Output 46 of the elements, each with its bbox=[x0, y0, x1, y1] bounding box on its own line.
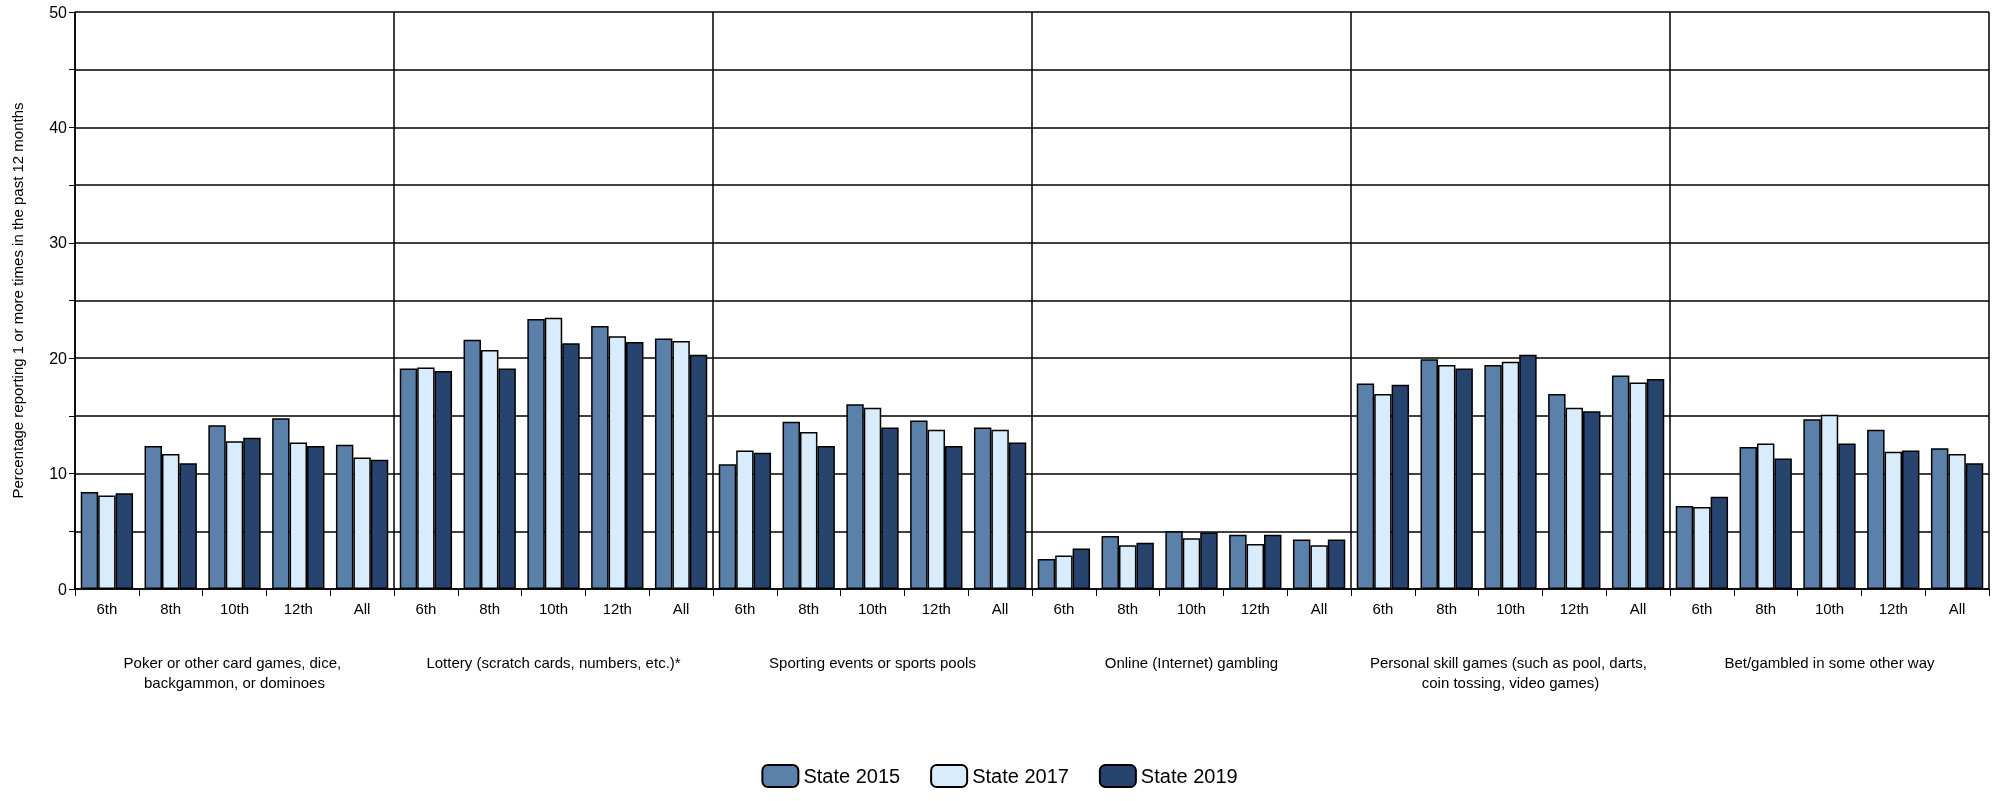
y-tick-label: 50 bbox=[49, 3, 68, 21]
x-tick-label: 12th bbox=[1878, 600, 1908, 617]
x-tick-label: 10th bbox=[857, 600, 888, 617]
x-tick-label: 6th bbox=[1691, 600, 1713, 617]
x-tick-label: 8th bbox=[1755, 600, 1777, 617]
x-tick-label: 8th bbox=[479, 600, 501, 617]
y-axis-title: Percentage reporting 1 or more times in the past 12 months bbox=[9, 102, 26, 499]
x-tick-label: 8th bbox=[1436, 600, 1458, 617]
x-tick-label: All bbox=[353, 600, 371, 617]
legend-label: State 2019 bbox=[1140, 765, 1238, 787]
legend-label: State 2017 bbox=[972, 765, 1069, 787]
y-tick-label: 40 bbox=[49, 118, 68, 136]
x-tick-label: 6th bbox=[96, 600, 118, 617]
x-tick-label: 6th bbox=[1372, 600, 1394, 617]
x-tick-label: 12th bbox=[283, 600, 313, 617]
x-tick-label: All bbox=[991, 600, 1009, 617]
x-tick-label: 10th bbox=[219, 600, 250, 617]
legend-label: State 2015 bbox=[803, 765, 901, 787]
y-tick-label: 0 bbox=[58, 580, 68, 598]
x-tick-label: 10th bbox=[538, 600, 569, 617]
x-tick-label: 10th bbox=[1176, 600, 1207, 617]
x-tick-label: 12th bbox=[602, 600, 632, 617]
text: Bet/gambled in some other way bbox=[1724, 653, 1936, 671]
x-tick-label: 6th bbox=[415, 600, 437, 617]
x-tick-label: All bbox=[1629, 600, 1647, 617]
text: Sporting events or sports pools bbox=[769, 653, 976, 671]
x-tick-label: 8th bbox=[798, 600, 820, 617]
text: Online (Internet) gambling bbox=[1104, 653, 1279, 671]
x-tick-label: 10th bbox=[1814, 600, 1845, 617]
x-tick-label: All bbox=[672, 600, 690, 617]
text: Poker or other card games, dice, backgammon, or dominoes bbox=[123, 653, 346, 691]
x-tick-label: 6th bbox=[1053, 600, 1075, 617]
x-tick-label: 6th bbox=[734, 600, 756, 617]
x-tick-label: 12th bbox=[1240, 600, 1270, 617]
x-tick-label: 10th bbox=[1495, 600, 1526, 617]
x-tick-label: 8th bbox=[160, 600, 182, 617]
text: Lottery (scratch cards, numbers, etc.)* bbox=[426, 653, 681, 671]
text: Personal skill games (such as pool, darts, coin tossing, video games) bbox=[1370, 653, 1651, 691]
x-tick-label: All bbox=[1948, 600, 1966, 617]
x-tick-label: 8th bbox=[1117, 600, 1139, 617]
x-tick-label: 12th bbox=[1559, 600, 1589, 617]
x-tick-label: All bbox=[1310, 600, 1328, 617]
y-tick-label: 10 bbox=[49, 465, 68, 483]
y-tick-label: 20 bbox=[49, 349, 68, 367]
y-tick-label: 30 bbox=[49, 234, 68, 252]
x-tick-label: 12th bbox=[921, 600, 951, 617]
